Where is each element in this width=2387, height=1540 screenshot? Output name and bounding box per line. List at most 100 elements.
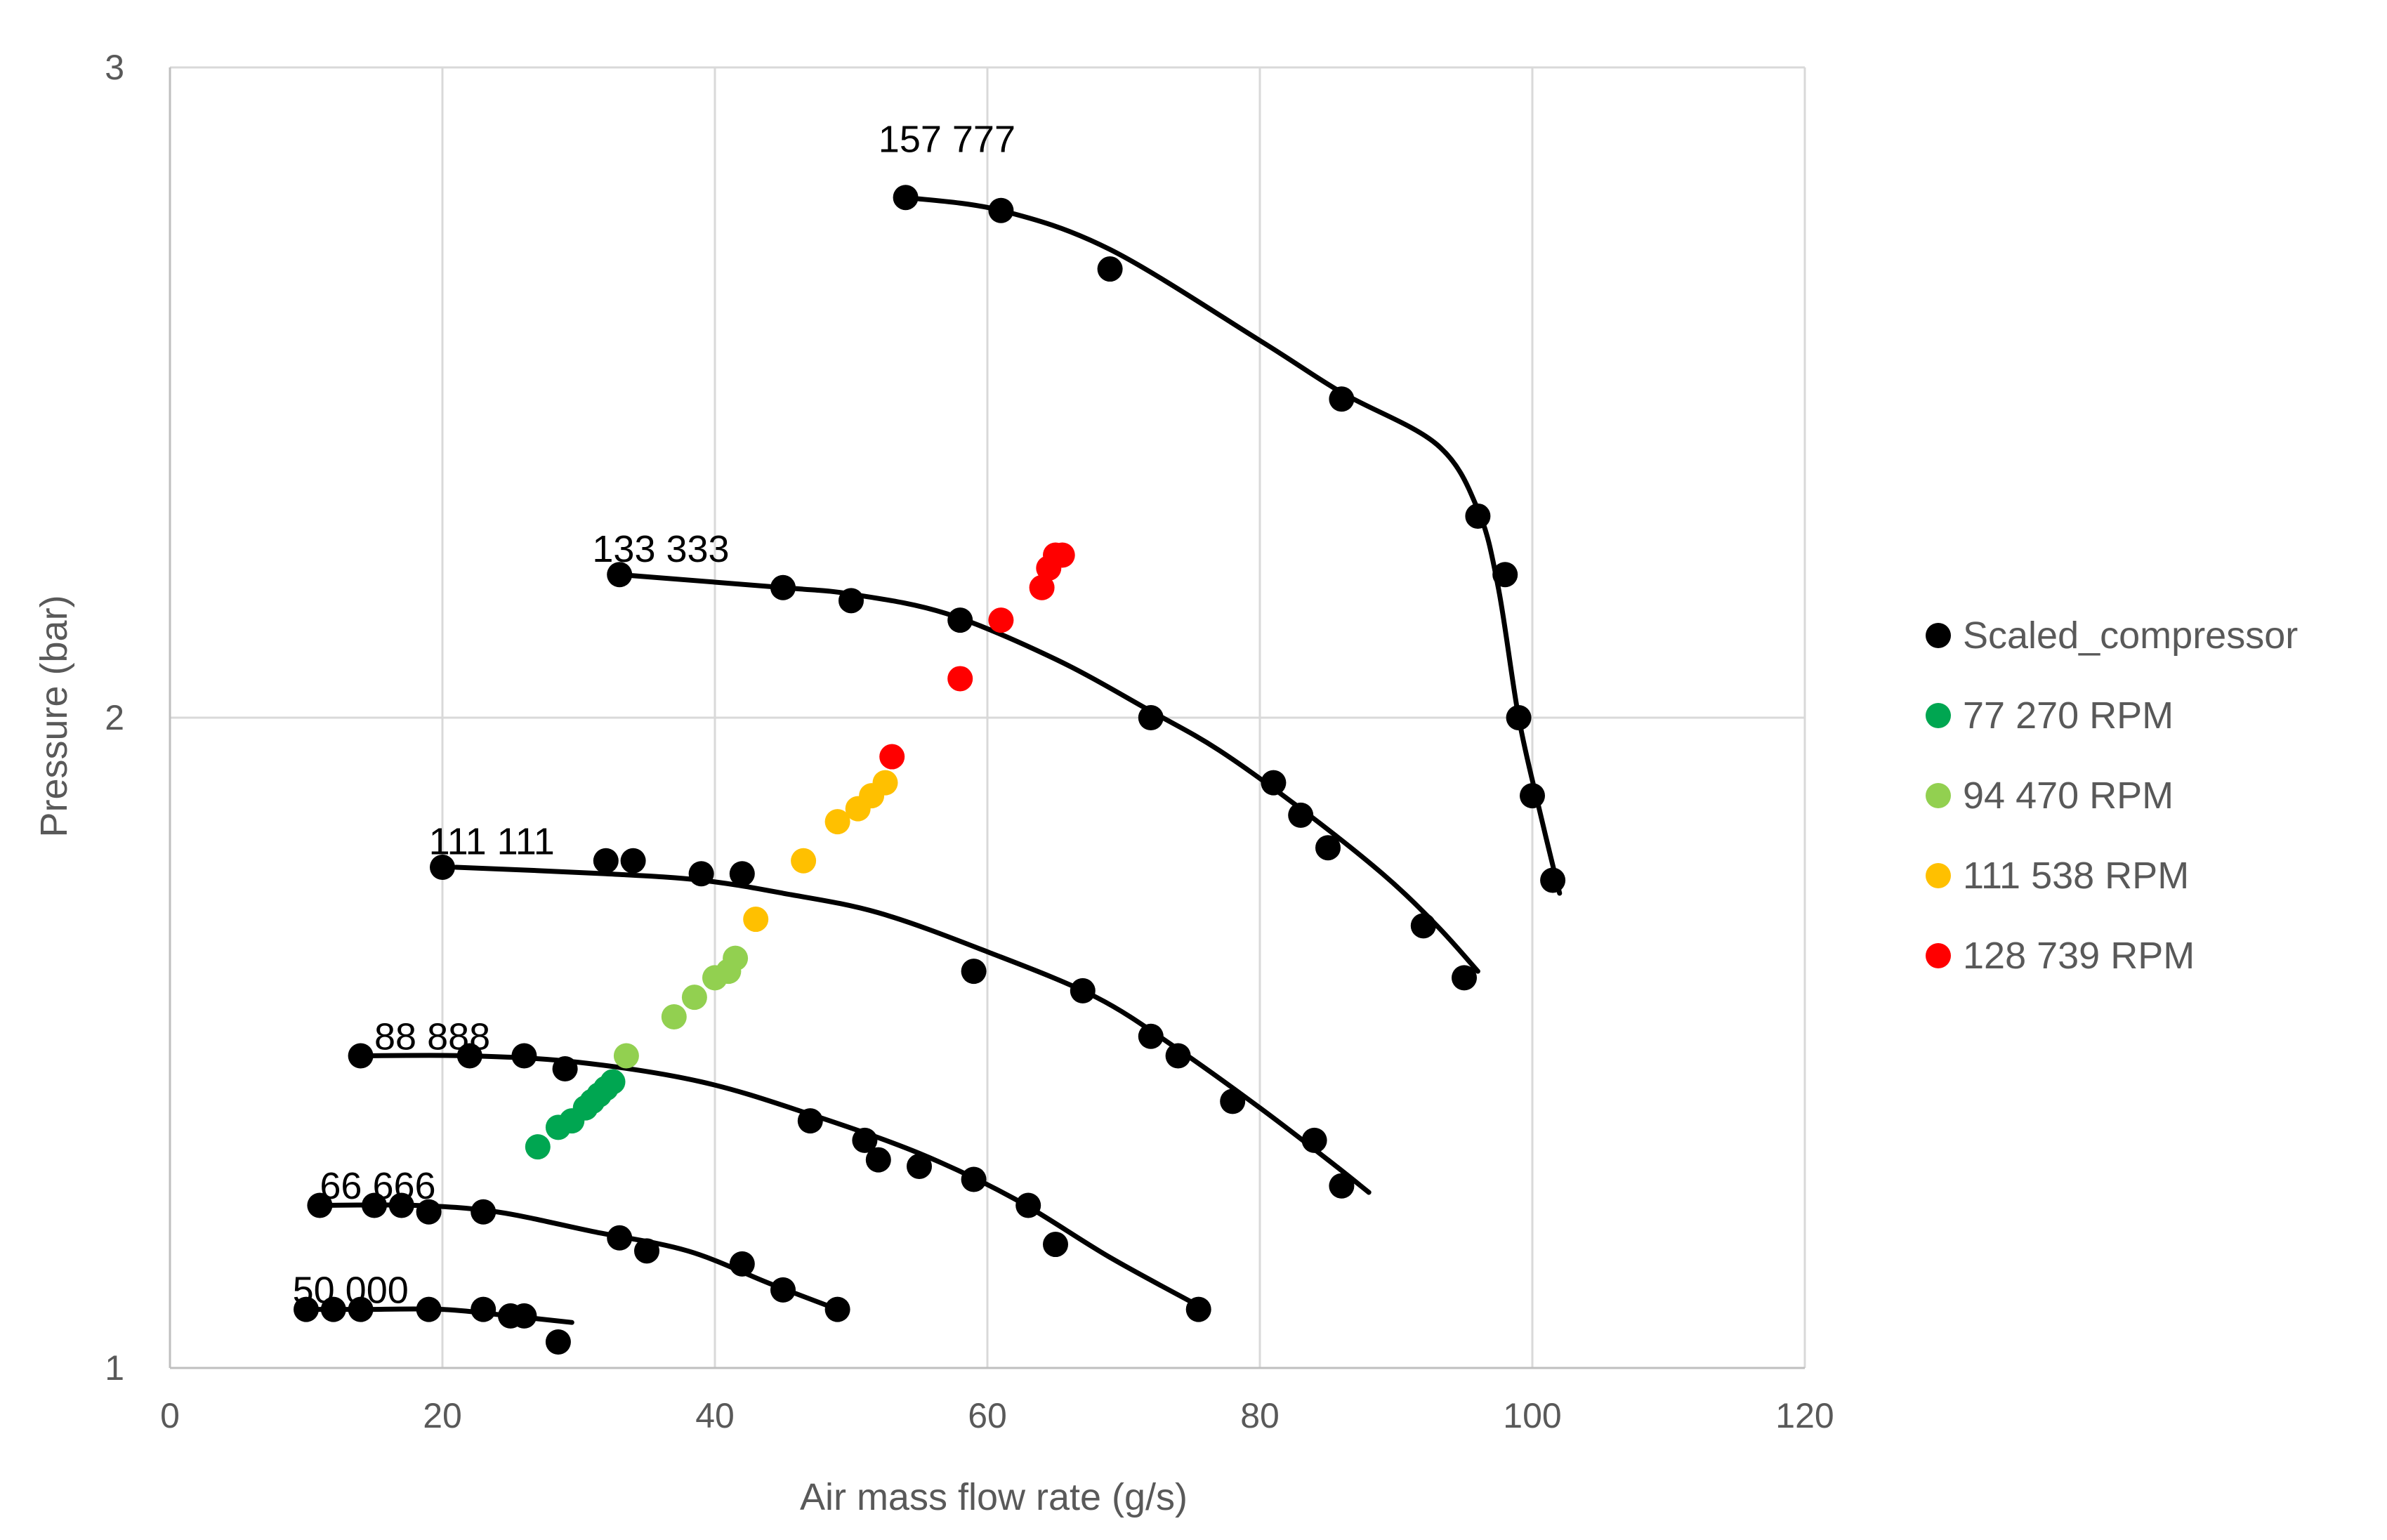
data-point-scaled-compressor [770,574,796,600]
legend-label: 77 270 RPM [1963,695,2174,737]
data-point-scaled-compressor [388,1192,414,1218]
data-point-scaled-compressor [893,185,919,211]
x-tick-label: 40 [695,1396,735,1435]
data-point-scaled-compressor [1043,1232,1068,1258]
y-axis-title: Pressure (bar) [33,595,75,837]
data-point-scaled-compressor [471,1296,497,1322]
data-point-rpm-series [1049,542,1075,568]
speed-line [317,1202,841,1312]
data-point-scaled-compressor [416,1199,442,1225]
data-point-scaled-compressor [456,1043,482,1069]
legend-marker [1926,863,1951,888]
data-point-scaled-compressor [797,1108,823,1134]
speed-line-label: 133 333 [592,528,729,570]
speed-line-label: 50 000 [293,1269,409,1311]
data-point-scaled-compressor [1138,1023,1164,1049]
data-point-scaled-compressor [362,1192,387,1218]
speed-line [358,1053,1208,1312]
data-point-scaled-compressor [1301,1127,1327,1153]
data-point-scaled-compressor [634,1238,659,1264]
speed-line-label: 66 666 [320,1165,435,1207]
y-tick-label: 2 [105,698,124,737]
x-tick-label: 0 [160,1396,180,1435]
legend-marker [1926,703,1951,728]
data-point-scaled-compressor [1329,386,1355,412]
data-point-rpm-series [824,809,850,835]
data-point-scaled-compressor [988,197,1014,223]
data-point-scaled-compressor [320,1296,346,1322]
data-point-scaled-compressor [1315,835,1341,861]
data-point-scaled-compressor [852,1127,878,1153]
data-point-rpm-series [661,1003,687,1029]
data-point-scaled-compressor [620,848,646,874]
legend-marker [1926,623,1951,648]
legend: Scaled_compressor 77 270 RPM 94 470 RPM 111… [1926,614,2298,977]
data-point-rpm-series [723,945,749,971]
speed-line-label: 111 111 [429,820,555,862]
x-tick-label: 100 [1503,1396,1561,1435]
x-tick-label: 120 [1775,1396,1834,1435]
data-point-scaled-compressor [1070,978,1096,1003]
speed-line-label: 88 888 [374,1015,490,1058]
data-point-scaled-compressor [865,1147,891,1173]
data-point-scaled-compressor [1452,965,1477,991]
tick-labels: 0 20 40 60 80 100 120 1 2 3 [105,48,1834,1435]
data-point-rpm-series [743,907,769,933]
data-point-rpm-series [613,1043,639,1069]
data-point-rpm-series [1029,574,1055,600]
data-point-scaled-compressor [1138,705,1164,730]
data-point-scaled-compressor [307,1192,333,1218]
x-axis-title: Air mass flow rate (g/s) [800,1476,1188,1518]
data-point-scaled-compressor [839,588,864,614]
x-tick-label: 60 [968,1396,1007,1435]
data-point-scaled-compressor [1220,1088,1246,1114]
data-point-scaled-compressor [607,562,633,588]
data-point-scaled-compressor [348,1296,374,1322]
data-point-scaled-compressor [961,959,987,985]
data-point-scaled-compressor [545,1329,571,1355]
speed-line-labels: 157 777 133 333 111 111 88 888 66 666 50 000 [293,118,1015,1311]
data-point-scaled-compressor [907,1153,932,1179]
legend-label: 128 739 RPM [1963,935,2195,977]
data-point-rpm-series [879,744,905,770]
data-point-rpm-series [872,770,898,796]
data-point-scaled-compressor [1540,867,1566,893]
data-point-scaled-compressor [1165,1043,1191,1069]
data-point-scaled-compressor [552,1056,578,1082]
data-point-scaled-compressor [1329,1173,1355,1199]
speed-line [617,572,1480,974]
legend-label: 111 538 RPM [1963,855,2189,897]
data-point-scaled-compressor [1097,256,1123,282]
data-point-scaled-compressor [729,1251,755,1277]
data-point-rpm-series [681,985,707,1011]
data-point-scaled-compressor [607,1225,633,1251]
speed-line-label: 157 777 [879,118,1015,160]
axes [169,67,1805,1369]
data-point-scaled-compressor [294,1296,319,1322]
data-point-scaled-compressor [430,854,455,880]
data-points [294,185,1566,1355]
data-point-scaled-compressor [1520,783,1545,809]
data-point-scaled-compressor [770,1277,796,1303]
data-point-scaled-compressor [1410,913,1436,939]
legend-marker [1926,943,1951,968]
data-point-scaled-compressor [1261,770,1287,796]
data-point-scaled-compressor [348,1043,374,1069]
data-point-scaled-compressor [824,1296,850,1322]
speed-lines [303,195,1563,1325]
y-tick-label: 1 [105,1348,124,1388]
data-point-scaled-compressor [1288,802,1314,828]
legend-label: 94 470 RPM [1963,775,2174,817]
data-point-scaled-compressor [688,861,714,887]
data-point-scaled-compressor [593,848,619,874]
data-point-scaled-compressor [511,1303,537,1329]
data-point-rpm-series [988,607,1014,633]
legend-label: Scaled_compressor [1963,614,2298,657]
x-tick-label: 80 [1240,1396,1280,1435]
data-point-scaled-compressor [1185,1296,1211,1322]
data-point-rpm-series [600,1069,626,1095]
x-tick-label: 20 [423,1396,462,1435]
data-point-scaled-compressor [416,1296,442,1322]
data-point-scaled-compressor [1015,1192,1041,1218]
